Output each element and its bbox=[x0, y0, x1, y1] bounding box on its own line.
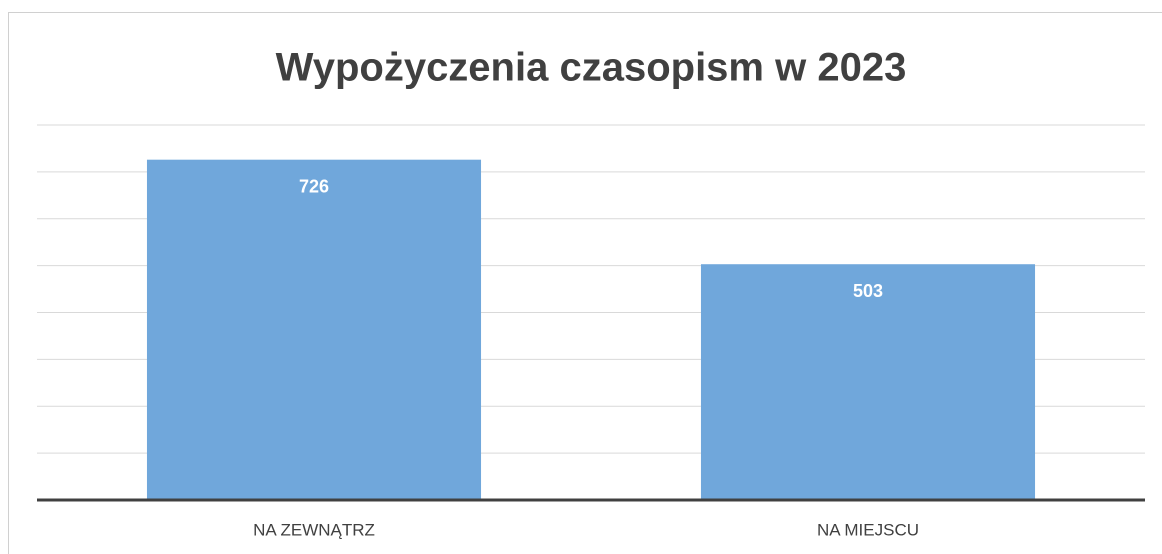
chart-title: Wypożyczenia czasopism w 2023 bbox=[276, 46, 907, 90]
data-label: 726 bbox=[299, 176, 329, 196]
chart-border bbox=[8, 12, 1162, 554]
bar bbox=[146, 159, 482, 500]
data-label: 503 bbox=[853, 281, 883, 301]
x-tick-label: NA MIEJSCU bbox=[817, 520, 919, 539]
x-tick-label: NA ZEWNĄTRZ bbox=[253, 520, 375, 539]
bar bbox=[700, 264, 1036, 500]
